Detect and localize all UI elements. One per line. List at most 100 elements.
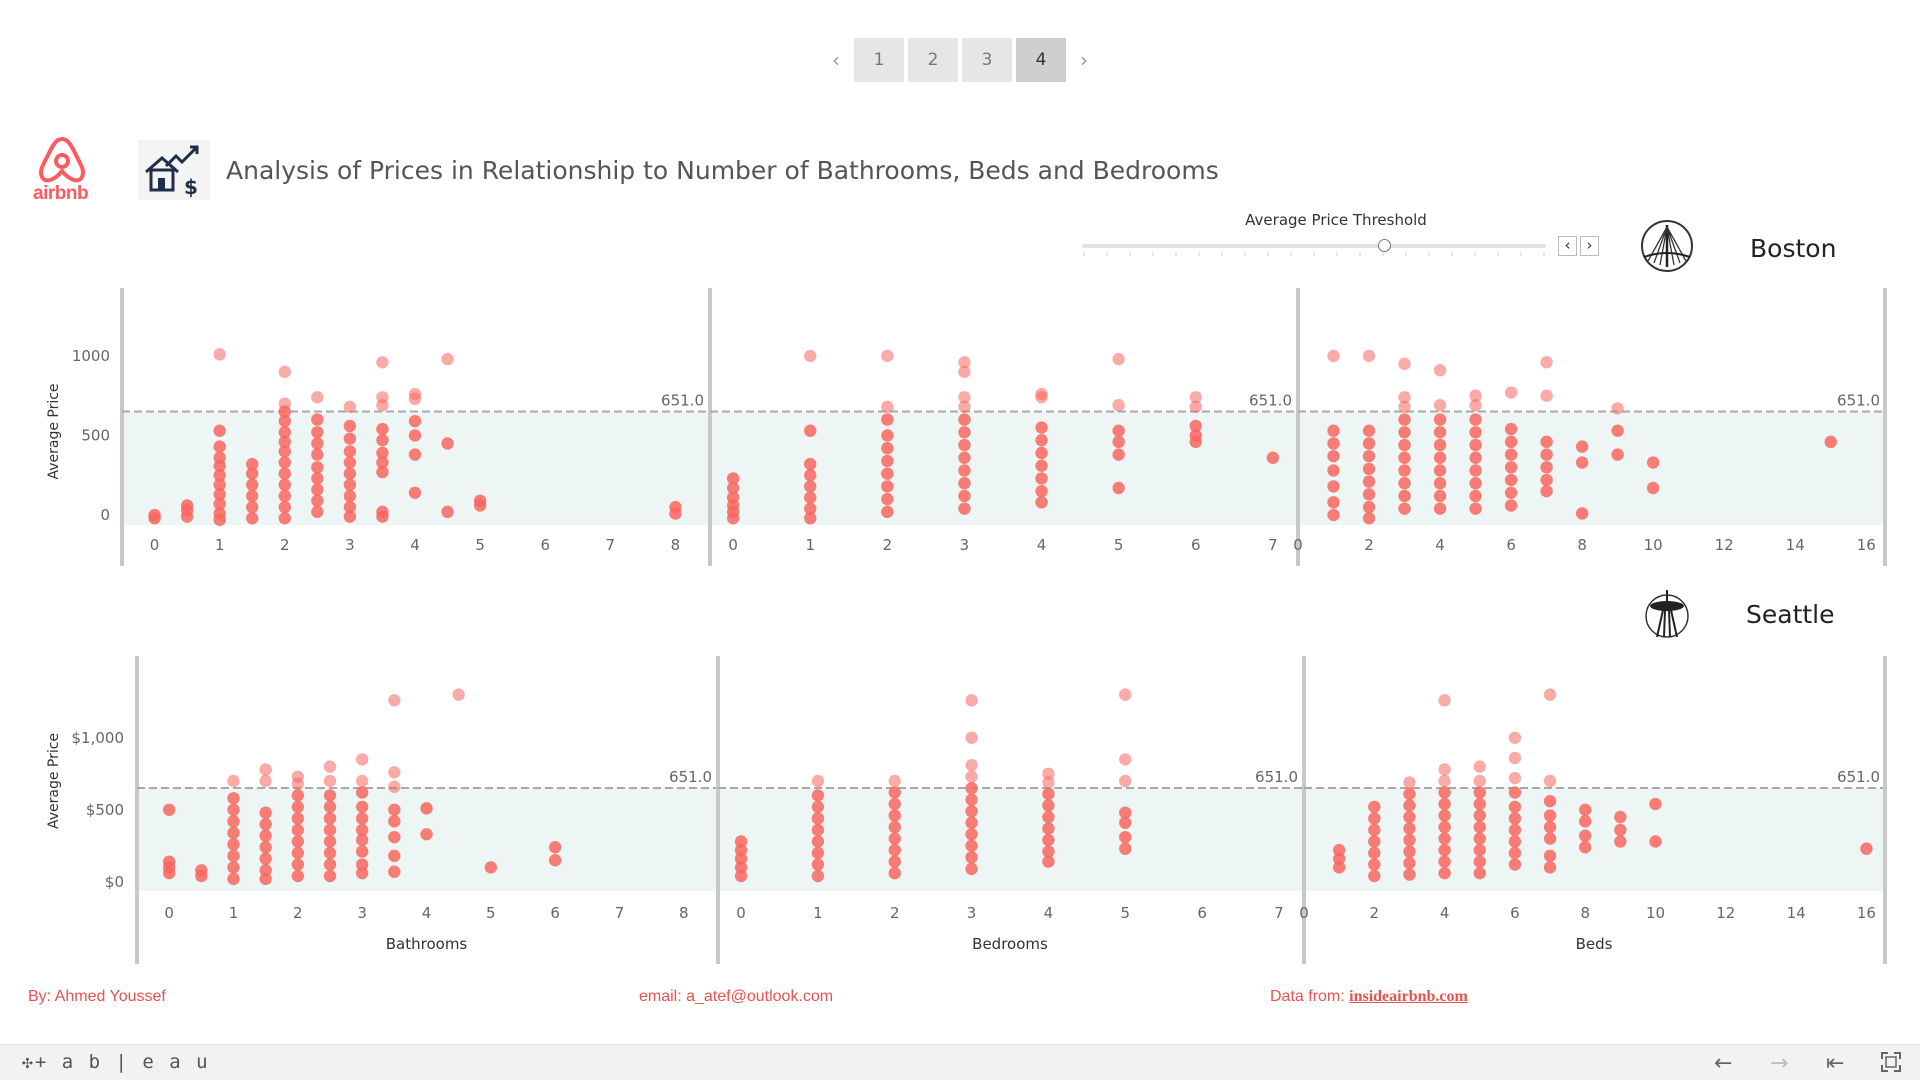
data-point[interactable] [311,413,323,425]
data-point[interactable] [804,458,816,470]
data-point[interactable] [292,812,304,824]
data-point[interactable] [1403,788,1415,800]
data-point[interactable] [1438,855,1450,867]
data-point[interactable] [279,445,291,457]
data-point[interactable] [388,781,400,793]
data-point[interactable] [292,801,304,813]
data-point[interactable] [958,502,970,514]
data-point[interactable] [1509,732,1521,744]
data-point[interactable] [1509,824,1521,836]
data-point[interactable] [1112,448,1124,460]
data-point[interactable] [1327,450,1339,462]
data-point[interactable] [1438,763,1450,775]
data-point[interactable] [388,766,400,778]
data-point[interactable] [1363,437,1375,449]
data-point[interactable] [965,840,977,852]
data-point[interactable] [1540,485,1552,497]
data-point[interactable] [227,850,239,862]
data-point[interactable] [213,348,225,360]
data-point[interactable] [324,812,336,824]
data-point[interactable] [965,863,977,875]
data-point[interactable] [279,479,291,491]
page-2-button[interactable]: 2 [908,38,958,82]
data-point[interactable] [1505,499,1517,511]
data-point[interactable] [1398,477,1410,489]
data-point[interactable] [1505,474,1517,486]
page-1-button[interactable]: 1 [854,38,904,82]
data-point[interactable] [889,844,901,856]
data-point[interactable] [1649,835,1661,847]
data-point[interactable] [1112,482,1124,494]
data-point[interactable] [259,853,271,865]
data-point[interactable] [1474,809,1486,821]
data-point[interactable] [1112,425,1124,437]
data-point[interactable] [227,815,239,827]
data-point[interactable] [1333,861,1345,873]
data-point[interactable] [965,828,977,840]
data-point[interactable] [1368,812,1380,824]
data-point[interactable] [1474,775,1486,787]
data-point[interactable] [452,688,464,700]
data-point[interactable] [881,429,893,441]
data-point[interactable] [1119,842,1131,854]
data-point[interactable] [1403,868,1415,880]
next-page-icon[interactable]: › [1070,48,1098,72]
data-point[interactable] [958,401,970,413]
data-point[interactable] [812,870,824,882]
data-point[interactable] [1474,786,1486,798]
page-4-button[interactable]: 4 [1016,38,1066,82]
slider-increment-button[interactable]: › [1580,236,1599,256]
data-point[interactable] [1438,775,1450,787]
data-point[interactable] [292,870,304,882]
data-point[interactable] [1398,464,1410,476]
data-point[interactable] [388,815,400,827]
data-point[interactable] [1403,834,1415,846]
data-point[interactable] [376,466,388,478]
data-point[interactable] [376,434,388,446]
data-point[interactable] [1363,475,1375,487]
data-point[interactable] [1042,855,1054,867]
data-point[interactable] [409,429,421,441]
data-point[interactable] [1469,490,1481,502]
data-point[interactable] [881,401,893,413]
data-point[interactable] [1474,760,1486,772]
data-point[interactable] [259,775,271,787]
data-point[interactable] [1649,798,1661,810]
data-point[interactable] [1509,752,1521,764]
data-point[interactable] [1403,822,1415,834]
data-point[interactable] [279,415,291,427]
data-point[interactable] [356,812,368,824]
data-point[interactable] [279,501,291,513]
data-point[interactable] [311,437,323,449]
data-point[interactable] [292,824,304,836]
data-point[interactable] [1368,870,1380,882]
data-point[interactable] [474,499,486,511]
data-point[interactable] [1540,474,1552,486]
data-point[interactable] [812,775,824,787]
data-point[interactable] [881,350,893,362]
data-point[interactable] [1438,798,1450,810]
data-point[interactable] [889,855,901,867]
data-point[interactable] [1434,502,1446,514]
data-source-link[interactable]: insideairbnb.com [1349,988,1468,1005]
data-point[interactable] [246,512,258,524]
data-point[interactable] [1398,490,1410,502]
data-point[interactable] [1403,811,1415,823]
data-point[interactable] [1509,772,1521,784]
data-point[interactable] [881,467,893,479]
data-point[interactable] [1576,507,1588,519]
data-point[interactable] [889,809,901,821]
fullscreen-icon[interactable] [1880,1051,1902,1079]
data-point[interactable] [324,789,336,801]
reset-icon[interactable]: ⇤ [1826,1051,1844,1076]
data-point[interactable] [1119,775,1131,787]
data-point[interactable] [409,393,421,405]
data-point[interactable] [1434,413,1446,425]
data-point[interactable] [388,804,400,816]
data-point[interactable] [1363,512,1375,524]
data-point[interactable] [246,490,258,502]
data-point[interactable] [881,455,893,467]
data-point[interactable] [1042,788,1054,800]
data-point[interactable] [1474,832,1486,844]
data-point[interactable] [804,425,816,437]
